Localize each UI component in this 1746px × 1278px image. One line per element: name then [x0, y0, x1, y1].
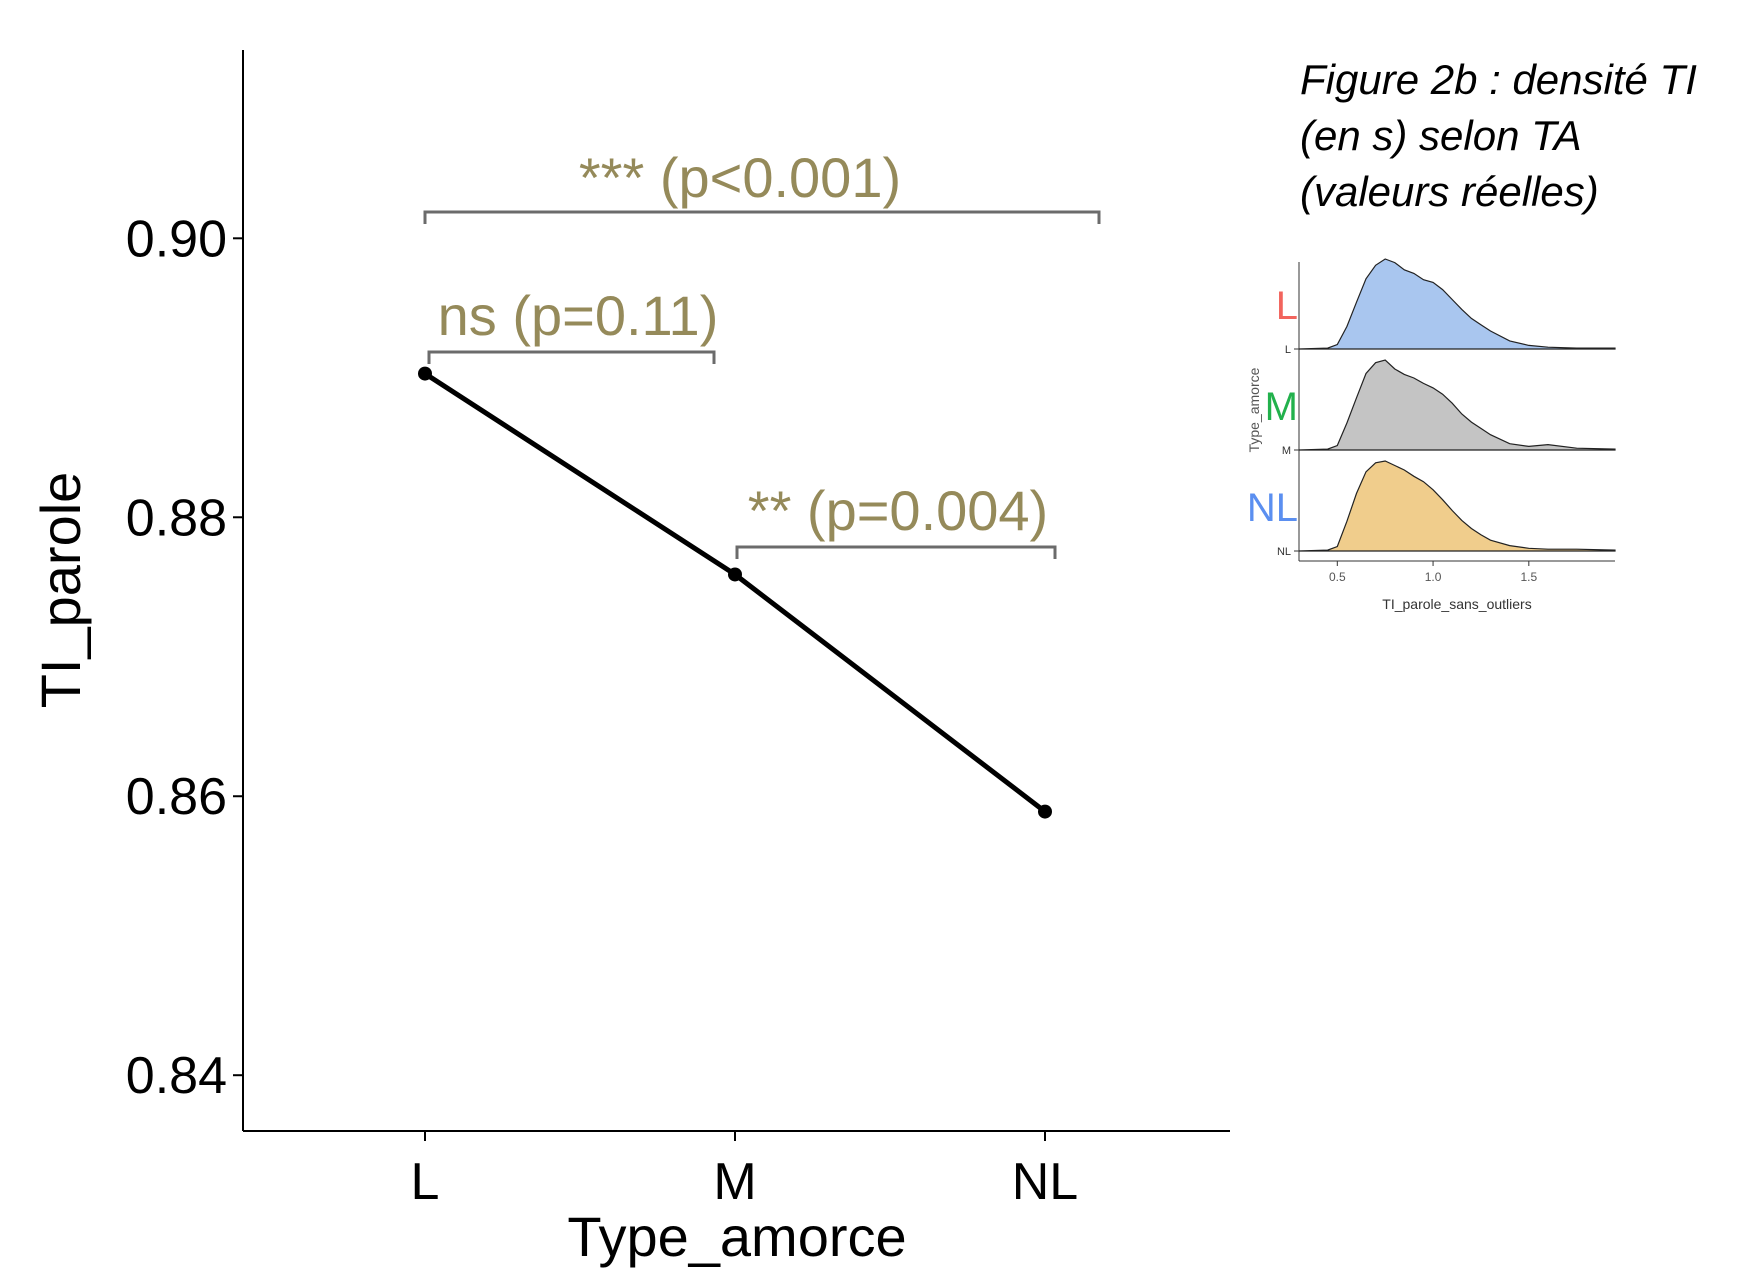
density-ridge-m — [1298, 359, 1616, 451]
main-line-plot: 0.84 0.86 0.88 0.90 L M NL Type_amorce TI_parole… — [29, 50, 1230, 1268]
density-group-label: NL — [1247, 486, 1298, 530]
significance-bracket — [427, 350, 716, 364]
density-y-tick-label: M — [1282, 445, 1291, 457]
density-x-tick-label: 1.5 — [1520, 570, 1537, 584]
density-y-tick-label: L — [1285, 344, 1291, 356]
y-tick-label: 0.88 — [126, 489, 227, 547]
significance-label: ns (p=0.11) — [438, 284, 719, 347]
x-tick-label: M — [713, 1153, 756, 1211]
density-x-axis-title: TI_parole_sans_outliers — [1382, 596, 1531, 612]
density-y-tick-label: NL — [1277, 546, 1291, 558]
density-x-tick-label: 0.5 — [1329, 570, 1346, 584]
density-title-line-3: (valeurs réelles) — [1300, 168, 1599, 215]
density-y-axis-title: Type_amorce — [1246, 367, 1262, 452]
y-tick-label: 0.90 — [126, 210, 227, 268]
significance-label: *** (p<0.001) — [579, 146, 901, 209]
density-figure-title: Figure 2b : densité TI (en s) selon TA (… — [1300, 52, 1746, 220]
density-ridge-l — [1298, 258, 1616, 350]
density-title-line-1: Figure 2b : densité TI — [1300, 56, 1697, 103]
density-group-label: M — [1265, 385, 1298, 429]
y-tick-label: 0.86 — [126, 768, 227, 826]
density-x-tick-label: 1.0 — [1425, 570, 1442, 584]
significance-label: ** (p=0.004) — [748, 479, 1048, 542]
series-line — [423, 371, 1047, 814]
significance-bracket — [735, 545, 1057, 559]
y-axis-title: TI_parole — [29, 472, 92, 709]
density-ridge-nl — [1298, 460, 1616, 552]
data-point — [1038, 804, 1052, 819]
data-point — [728, 567, 742, 582]
x-tick-label: NL — [1012, 1153, 1078, 1211]
significance-bracket — [423, 210, 1101, 224]
data-point — [418, 366, 432, 381]
y-tick-label: 0.84 — [126, 1047, 227, 1105]
density-title-line-2: (en s) selon TA — [1300, 112, 1582, 159]
x-axis-title: Type_amorce — [567, 1205, 906, 1268]
x-tick-label: L — [411, 1153, 440, 1211]
density-group-label: L — [1276, 284, 1298, 328]
density-ridgeline-plot: L L M M NL NL 0.5 1.0 1.5 TI_parole_sans_outliers… — [1246, 258, 1616, 612]
